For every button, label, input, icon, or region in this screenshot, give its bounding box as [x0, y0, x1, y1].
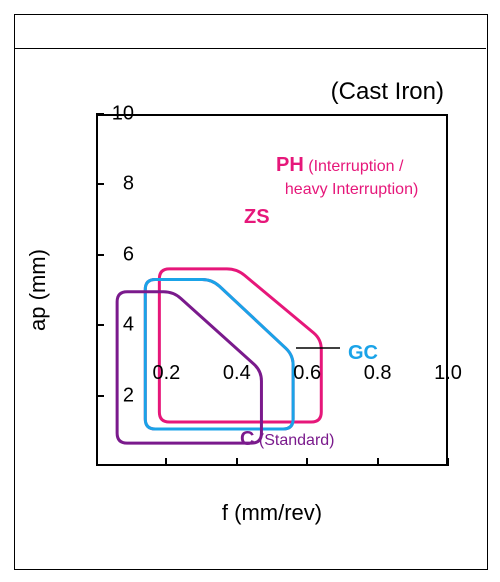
series-label-ph: PH (Interruption / heavy Interruption) [276, 154, 418, 200]
series-code: PH [276, 154, 304, 176]
x-tick [447, 458, 449, 466]
x-tick [165, 458, 167, 466]
series-label-zs: ZS [244, 206, 270, 229]
x-tick-label: 1.0 [418, 362, 478, 385]
series-code: C [240, 428, 254, 450]
series-region-zs [145, 279, 293, 429]
x-tick [236, 458, 238, 466]
series-code: GC [348, 342, 378, 364]
x-tick [306, 458, 308, 466]
series-label-c: C (Standard) [240, 428, 335, 451]
y-axis-title: ap (mm) [25, 249, 51, 331]
x-tick-label: 0.4 [207, 362, 267, 385]
y-tick-label: 2 [84, 384, 134, 407]
x-tick-label: 0.6 [277, 362, 337, 385]
x-tick-label: 0.8 [348, 362, 408, 385]
series-label-gc: GC [348, 342, 378, 365]
y-tick-label: 10 [84, 103, 134, 126]
series-code: ZS [244, 206, 270, 228]
y-tick-label: 6 [84, 243, 134, 266]
chart-subtitle: (Cast Iron) [331, 78, 444, 106]
series-region-ph [159, 269, 321, 422]
y-tick-label: 8 [84, 173, 134, 196]
y-tick-label: 4 [84, 314, 134, 337]
series-note: (Standard) [254, 432, 334, 449]
header-divider [14, 48, 486, 49]
x-tick-label: 0.2 [136, 362, 196, 385]
x-tick [377, 458, 379, 466]
series-region-gc [145, 279, 293, 429]
x-axis-title: f (mm/rev) [222, 500, 322, 526]
